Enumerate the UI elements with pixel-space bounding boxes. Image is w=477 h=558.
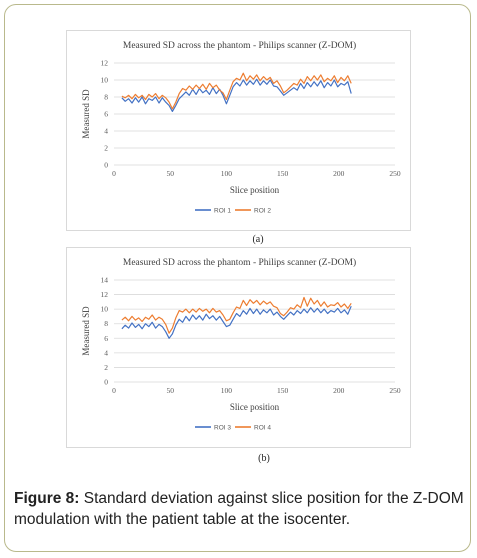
chart-panel-b: Measured SD across the phantom - Philips…: [66, 247, 411, 448]
chart-title: Measured SD across the phantom - Philips…: [123, 257, 356, 268]
y-tick-label: 2: [104, 144, 108, 153]
legend-entry: ROI 1: [214, 207, 231, 214]
y-tick-label: 4: [104, 348, 108, 357]
x-tick-label: 100: [221, 386, 233, 395]
y-tick-label: 12: [101, 290, 109, 299]
chart-title: Measured SD across the phantom - Philips…: [123, 40, 356, 51]
x-tick-label: 250: [389, 386, 401, 395]
chart-panel-a: Measured SD across the phantom - Philips…: [66, 30, 411, 231]
chart-b-svg: Measured SD across the phantom - Philips…: [81, 257, 401, 431]
y-tick-label: 0: [104, 161, 108, 170]
series-line-roi-4: [121, 296, 352, 334]
y-axis-label: Measured SD: [81, 306, 91, 356]
series-line-roi-3: [121, 305, 352, 339]
x-tick-label: 200: [333, 386, 345, 395]
x-tick-label: 200: [333, 169, 345, 178]
series-line-roi-2: [121, 72, 352, 110]
x-axis-label: Slice position: [230, 185, 280, 195]
x-tick-label: 50: [166, 169, 174, 178]
x-tick-label: 100: [221, 169, 233, 178]
figure-caption: Figure 8: Standard deviation against sli…: [14, 488, 464, 530]
series-line-roi-1: [121, 78, 352, 113]
y-tick-label: 0: [104, 378, 108, 387]
panel-label-a: (a): [252, 234, 264, 245]
y-tick-label: 8: [104, 319, 108, 328]
y-tick-label: 6: [104, 110, 108, 119]
y-tick-label: 6: [104, 334, 108, 343]
y-tick-label: 14: [101, 276, 109, 285]
x-axis-label: Slice position: [230, 402, 280, 412]
legend-entry: ROI 3: [214, 424, 231, 431]
y-axis-label: Measured SD: [81, 89, 91, 139]
y-tick-label: 10: [101, 305, 109, 314]
x-tick-label: 0: [112, 386, 116, 395]
x-tick-label: 250: [389, 169, 401, 178]
x-tick-label: 50: [166, 386, 174, 395]
legend-entry: ROI 2: [254, 207, 271, 214]
y-tick-label: 4: [104, 127, 108, 136]
y-tick-label: 10: [101, 76, 109, 85]
x-tick-label: 150: [277, 169, 289, 178]
chart-a-svg: Measured SD across the phantom - Philips…: [81, 40, 401, 214]
legend-entry: ROI 4: [254, 424, 271, 431]
caption-label: Figure 8:: [14, 490, 80, 507]
caption-text: Standard deviation against slice positio…: [14, 490, 464, 528]
y-tick-label: 8: [104, 93, 108, 102]
x-tick-label: 0: [112, 169, 116, 178]
x-tick-label: 150: [277, 386, 289, 395]
y-tick-label: 2: [104, 363, 108, 372]
panel-label-b: (b): [258, 453, 270, 464]
y-tick-label: 12: [101, 59, 109, 68]
